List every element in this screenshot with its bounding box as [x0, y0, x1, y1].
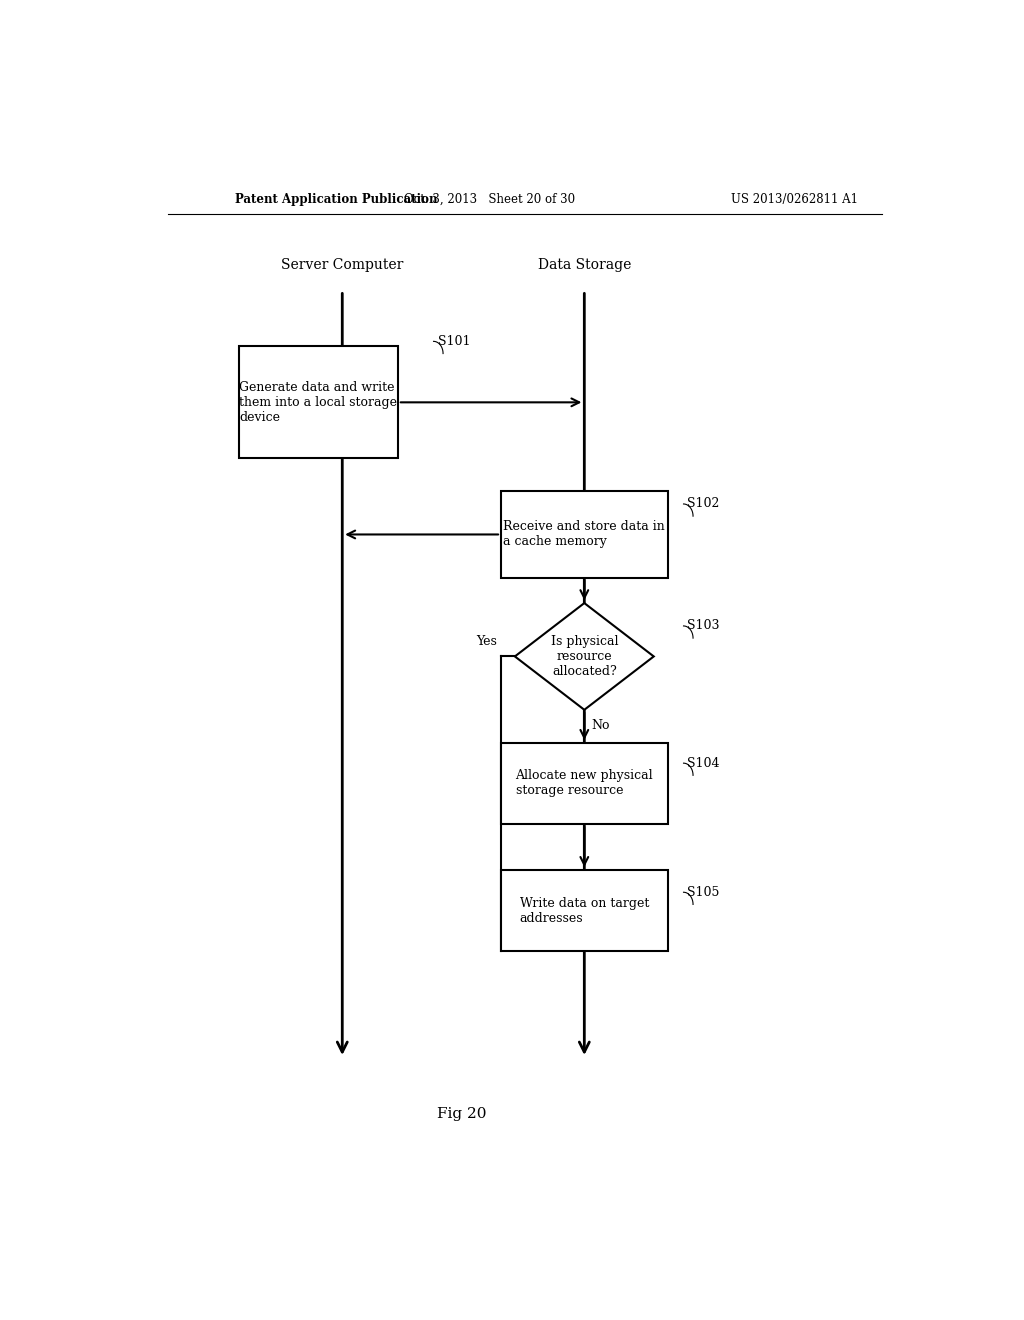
Text: Receive and store data in
a cache memory: Receive and store data in a cache memory	[504, 520, 666, 549]
Bar	[501, 491, 668, 578]
Text: S105: S105	[687, 886, 720, 899]
Text: S103: S103	[687, 619, 720, 632]
Bar	[501, 743, 668, 824]
Bar	[239, 346, 397, 458]
Text: Fig 20: Fig 20	[436, 1106, 486, 1121]
Bar	[501, 870, 668, 952]
Text: Write data on target
addresses: Write data on target addresses	[519, 896, 649, 924]
Polygon shape	[515, 603, 653, 710]
Text: S102: S102	[687, 498, 720, 511]
Text: Patent Application Publication: Patent Application Publication	[236, 193, 437, 206]
Text: Server Computer: Server Computer	[281, 259, 403, 272]
Text: S104: S104	[687, 756, 720, 770]
Text: No: No	[591, 718, 609, 731]
Text: US 2013/0262811 A1: US 2013/0262811 A1	[731, 193, 858, 206]
Text: S101: S101	[437, 335, 470, 348]
Text: Is physical
resource
allocated?: Is physical resource allocated?	[551, 635, 618, 678]
Text: Data Storage: Data Storage	[538, 259, 631, 272]
Text: Yes: Yes	[476, 635, 497, 648]
Text: Allocate new physical
storage resource: Allocate new physical storage resource	[515, 770, 653, 797]
Text: Generate data and write
them into a local storage
device: Generate data and write them into a loca…	[240, 381, 397, 424]
Text: Oct. 3, 2013   Sheet 20 of 30: Oct. 3, 2013 Sheet 20 of 30	[403, 193, 574, 206]
